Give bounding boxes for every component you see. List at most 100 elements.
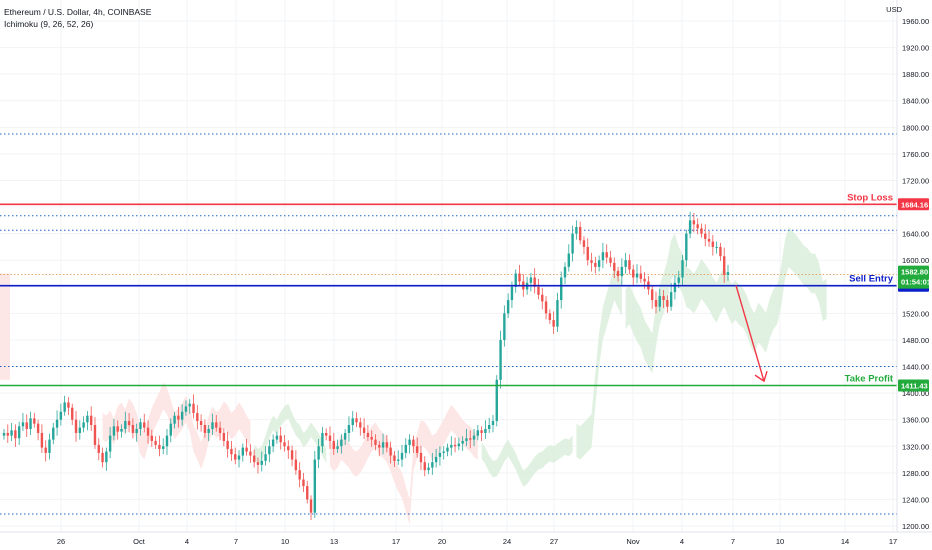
candle-body xyxy=(245,447,248,452)
x-tick-label: 10 xyxy=(281,537,289,546)
candle-body xyxy=(597,260,601,267)
candle-body xyxy=(199,421,203,425)
candle-body xyxy=(484,428,487,433)
candle-body xyxy=(124,421,127,429)
cloud-band xyxy=(481,435,573,487)
candle-body xyxy=(93,425,97,445)
candle-body xyxy=(347,425,351,433)
candle-body xyxy=(328,435,332,441)
symbol-title[interactable]: Ethereum / U.S. Dollar, 4h, COINBASE xyxy=(4,7,152,17)
trade-levels: Stop Loss Sell Entry Take Profit xyxy=(0,192,897,387)
candle-body xyxy=(192,403,195,414)
candle-body xyxy=(226,440,229,449)
candle-body xyxy=(715,246,718,248)
candle-body xyxy=(63,402,66,412)
candle-body xyxy=(639,273,643,279)
price-tag-background xyxy=(898,265,929,289)
candle-body xyxy=(453,444,457,447)
candle-body xyxy=(658,296,661,307)
candle-body xyxy=(268,446,271,455)
cloud-band xyxy=(102,382,251,469)
candle-body xyxy=(321,432,324,447)
candle-body xyxy=(643,278,646,282)
candle-body xyxy=(461,440,464,444)
cloud-band xyxy=(254,403,327,464)
candle-body xyxy=(529,277,533,283)
candle-body xyxy=(685,233,688,261)
candle-body xyxy=(719,246,722,257)
candle-body xyxy=(222,432,226,441)
candle-body xyxy=(290,450,294,460)
x-tick-label: 7 xyxy=(731,537,735,546)
candle-body xyxy=(279,435,282,443)
candle-body xyxy=(6,432,9,436)
candle-body xyxy=(139,422,142,429)
candle-body xyxy=(146,427,150,436)
dotted-levels xyxy=(0,133,897,515)
candle-body xyxy=(218,427,222,433)
price-tag-background xyxy=(898,379,929,392)
candle-body xyxy=(313,459,317,513)
price-tag-background xyxy=(898,198,929,211)
level-label: Stop Loss xyxy=(847,192,893,203)
chart-header: Ethereum / U.S. Dollar, 4h, COINBASE Ich… xyxy=(4,6,151,30)
candle-body xyxy=(669,292,673,307)
candle-body xyxy=(67,402,70,408)
candle-body xyxy=(434,456,438,463)
candle-body xyxy=(632,269,635,278)
candle-body xyxy=(620,266,624,277)
candle-body xyxy=(605,252,608,258)
candle-body xyxy=(143,422,146,428)
price-tag-value: 1411.43 xyxy=(901,382,928,391)
candle-body xyxy=(518,273,521,282)
price-tag: 1684.16 xyxy=(898,198,929,211)
candle-body xyxy=(465,438,468,441)
candle-body xyxy=(25,422,28,429)
candle-body xyxy=(726,272,730,275)
candle-body xyxy=(116,426,119,432)
y-tick-label: 1520.00 xyxy=(902,309,929,318)
time-axis[interactable]: 26 Oct 4 7 10 13 17 20 24 27 Nov 4 7 10 14 17 xyxy=(57,537,897,546)
current-price-value: 1582.80 xyxy=(901,268,928,277)
candle-body xyxy=(510,286,514,301)
y-tick-label: 1280.00 xyxy=(902,469,929,478)
cloud-band xyxy=(625,227,827,374)
y-tick-label: 1360.00 xyxy=(902,416,929,425)
candle-body xyxy=(271,439,275,447)
y-tick-label: 1240.00 xyxy=(902,495,929,504)
candle-body xyxy=(480,430,483,433)
candle-body xyxy=(275,435,279,440)
candle-body xyxy=(230,448,233,455)
indicator-legend[interactable]: Ichimoku (9, 26, 52, 26) xyxy=(4,19,94,29)
candle-body xyxy=(135,428,138,433)
x-tick-label: 10 xyxy=(776,537,784,546)
candle-body xyxy=(112,426,116,436)
y-tick-label: 1320.00 xyxy=(902,442,929,451)
candle-body xyxy=(241,447,245,456)
candle-body xyxy=(469,438,472,440)
y-tick-label: 1760.00 xyxy=(902,150,929,159)
price-tag: 1411.43 xyxy=(898,379,929,392)
candle-body xyxy=(635,273,639,278)
candle-body xyxy=(55,419,59,428)
cloud-band xyxy=(0,273,10,380)
candle-body xyxy=(234,454,237,460)
candle-body xyxy=(544,301,548,314)
candle-body xyxy=(370,436,373,440)
candle-body xyxy=(404,444,408,453)
y-tick-label: 1440.00 xyxy=(902,363,929,372)
candle-body xyxy=(196,413,199,422)
candle-body xyxy=(654,300,658,307)
candle-body xyxy=(287,446,290,451)
candle-body xyxy=(260,460,263,465)
candle-body xyxy=(381,442,385,448)
candle-body xyxy=(309,499,313,513)
arrow-head xyxy=(754,370,768,383)
candle-body xyxy=(594,262,597,267)
candle-body xyxy=(567,253,570,267)
candle-body xyxy=(44,447,47,453)
y-tick-label: 1800.00 xyxy=(902,123,929,132)
candle-body xyxy=(495,379,498,422)
candle-body xyxy=(343,432,347,440)
